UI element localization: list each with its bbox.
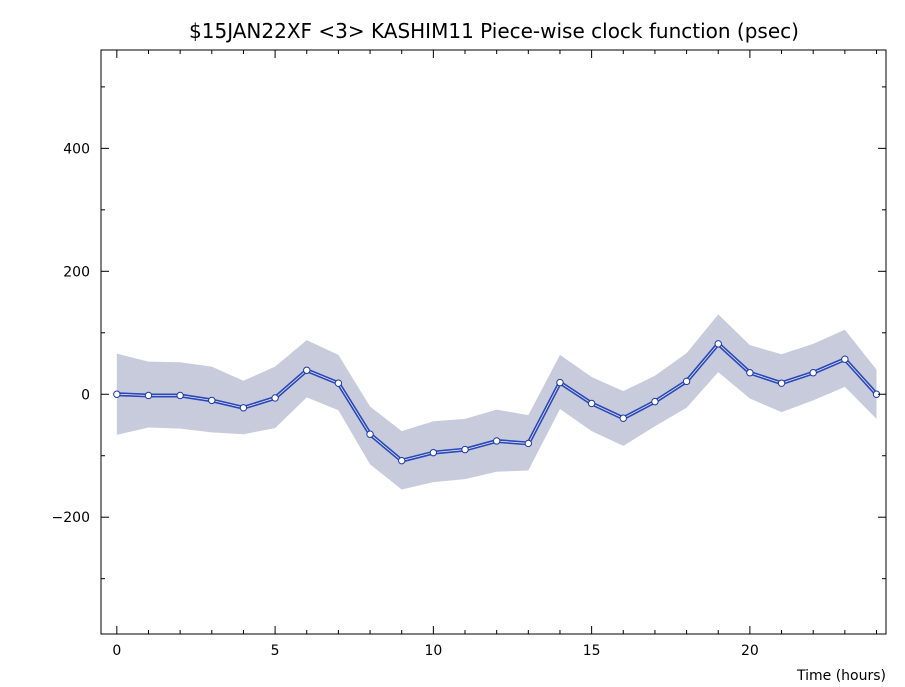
data-point [398,456,406,465]
data-point [176,391,184,400]
y-tick-label: 400 [63,141,90,157]
data-point [334,379,343,387]
data-point [492,437,501,445]
data-point [303,366,311,374]
y-tick-label: 0 [81,387,90,403]
data-point [587,399,596,408]
data-point [714,340,722,348]
x-tick-label: 20 [741,643,759,659]
data-point [208,396,216,405]
data-point [809,369,817,377]
data-point [556,378,564,387]
chart-title: $15JAN22XF <3> KASHIM11 Piece-wise clock… [189,19,799,43]
data-point [651,397,659,406]
plot-frame [100,49,887,635]
axis-ticks-layer: 0 5 10 15 20 −200 0 200 400 [52,50,886,659]
x-tick-label: 15 [583,643,601,659]
data-points-layer [113,340,881,465]
data-point [619,414,627,422]
data-point [144,391,153,400]
data-point [113,390,121,398]
uncertainty-band-layer [116,314,877,490]
x-axis-label: Time (hours) [796,668,886,684]
data-point [461,445,469,454]
y-tick-label: 200 [63,264,90,280]
data-point [682,377,691,386]
data-point [841,355,849,363]
data-point [366,430,374,438]
x-tick-label: 10 [424,643,442,659]
uncertainty-band [116,314,877,490]
x-tick-label: 5 [271,643,280,659]
data-point [777,379,786,387]
data-point [524,439,533,448]
data-point [271,394,279,402]
data-point [746,369,754,377]
x-tick-label: 0 [112,643,121,659]
data-point [429,448,438,457]
y-tick-label: −200 [52,510,90,526]
data-point [239,404,248,412]
